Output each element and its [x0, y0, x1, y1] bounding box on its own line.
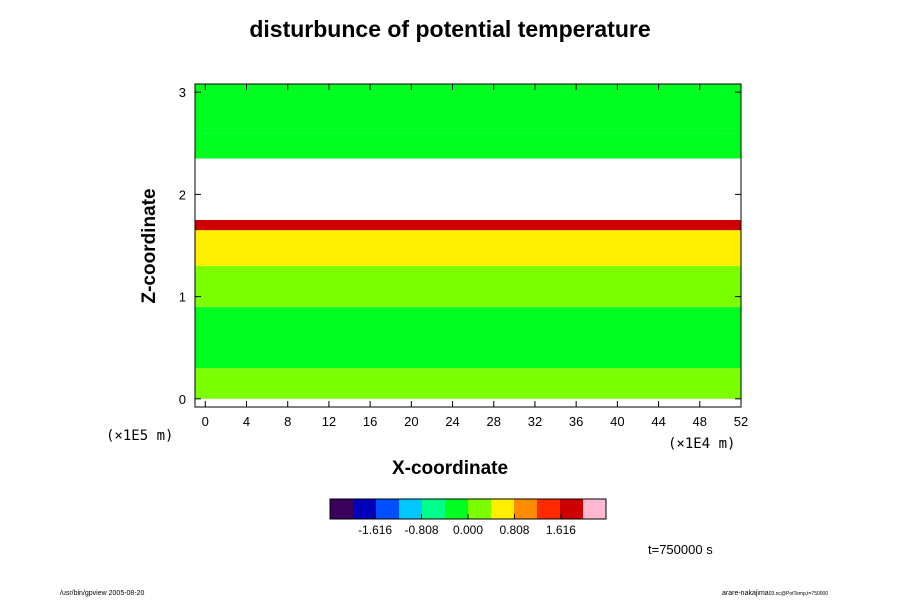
y-tick-label: 1: [179, 290, 186, 305]
y-tick-label: 2: [179, 187, 186, 202]
x-tick-label: 12: [322, 414, 336, 429]
colorbar-swatch: [537, 499, 561, 519]
x-tick-label: 48: [693, 414, 707, 429]
heatmap-band: [195, 133, 741, 159]
colorbar-swatch: [583, 499, 607, 519]
colorbar-swatch: [422, 499, 446, 519]
x-tick-label: 8: [284, 414, 291, 429]
x-tick-label: 0: [202, 414, 209, 429]
colorbar-swatch: [491, 499, 515, 519]
colorbar-tick-label: 0.000: [453, 523, 483, 537]
colorbar-swatch: [445, 499, 469, 519]
x-tick-label: 16: [363, 414, 377, 429]
heatmap-band: [195, 306, 741, 369]
colorbar-tick-label: -0.808: [405, 523, 439, 537]
footer-right-sub: 03.nc@PotTemp,t=750000: [768, 591, 829, 597]
x-unit-label: (×1E4 m): [668, 436, 736, 452]
x-axis-label: X-coordinate: [391, 458, 509, 479]
x-tick-label: 52: [734, 414, 748, 429]
colorbar-swatch: [514, 499, 538, 519]
colorbar-swatch: [468, 499, 492, 519]
colorbar-swatch: [330, 499, 354, 519]
heatmap-band: [195, 84, 741, 134]
x-tick-label: 36: [569, 414, 583, 429]
x-axis: 0 4 8 12 16 20 24 28 32 36 40 44 48 52: [202, 84, 748, 429]
colorbar-tick-label: 0.808: [499, 523, 529, 537]
y-axis: 0 1 2 3: [179, 85, 741, 407]
plot-frame: [194, 83, 742, 408]
undefined-band: [195, 158, 741, 220]
x-tick-label: 44: [651, 414, 665, 429]
colorbar-swatch: [376, 499, 400, 519]
footer-right: arare-nakajima03.nc@PotTemp,t=750000: [722, 590, 828, 597]
y-tick-label: 0: [179, 392, 186, 407]
heatmap-band: [195, 265, 741, 307]
undefined-region: [195, 158, 741, 220]
time-label: t=750000 s: [648, 542, 713, 557]
heatmap-band: [195, 368, 741, 399]
colorbar-swatch: [353, 499, 377, 519]
x-tick-label: 24: [445, 414, 459, 429]
colorbar: -1.616 -0.808 0.000 0.808 1.616: [329, 498, 607, 537]
heatmap-band: [195, 219, 741, 231]
colorbar-tick-label: 1.616: [546, 523, 576, 537]
colorbar-swatch: [399, 499, 423, 519]
heatmap-field: [195, 84, 741, 399]
x-tick-label: 28: [487, 414, 501, 429]
colorbar-swatch: [560, 499, 584, 519]
heatmap-band: [195, 230, 741, 266]
chart-title: disturbunce of potential temperature: [249, 16, 651, 42]
colorbar-tick-label: -1.616: [358, 523, 392, 537]
footer-left: /usr/bin/gpview 2005-08-20: [60, 590, 145, 597]
footer-right-main: arare-nakajima: [722, 590, 769, 597]
z-unit-label: (×1E5 m): [106, 428, 174, 444]
x-tick-label: 20: [404, 414, 418, 429]
x-tick-label: 4: [243, 414, 250, 429]
x-tick-label: 32: [528, 414, 542, 429]
y-tick-label: 3: [179, 85, 186, 100]
x-tick-label: 40: [610, 414, 624, 429]
y-axis-label: Z-coordinate: [139, 188, 160, 304]
